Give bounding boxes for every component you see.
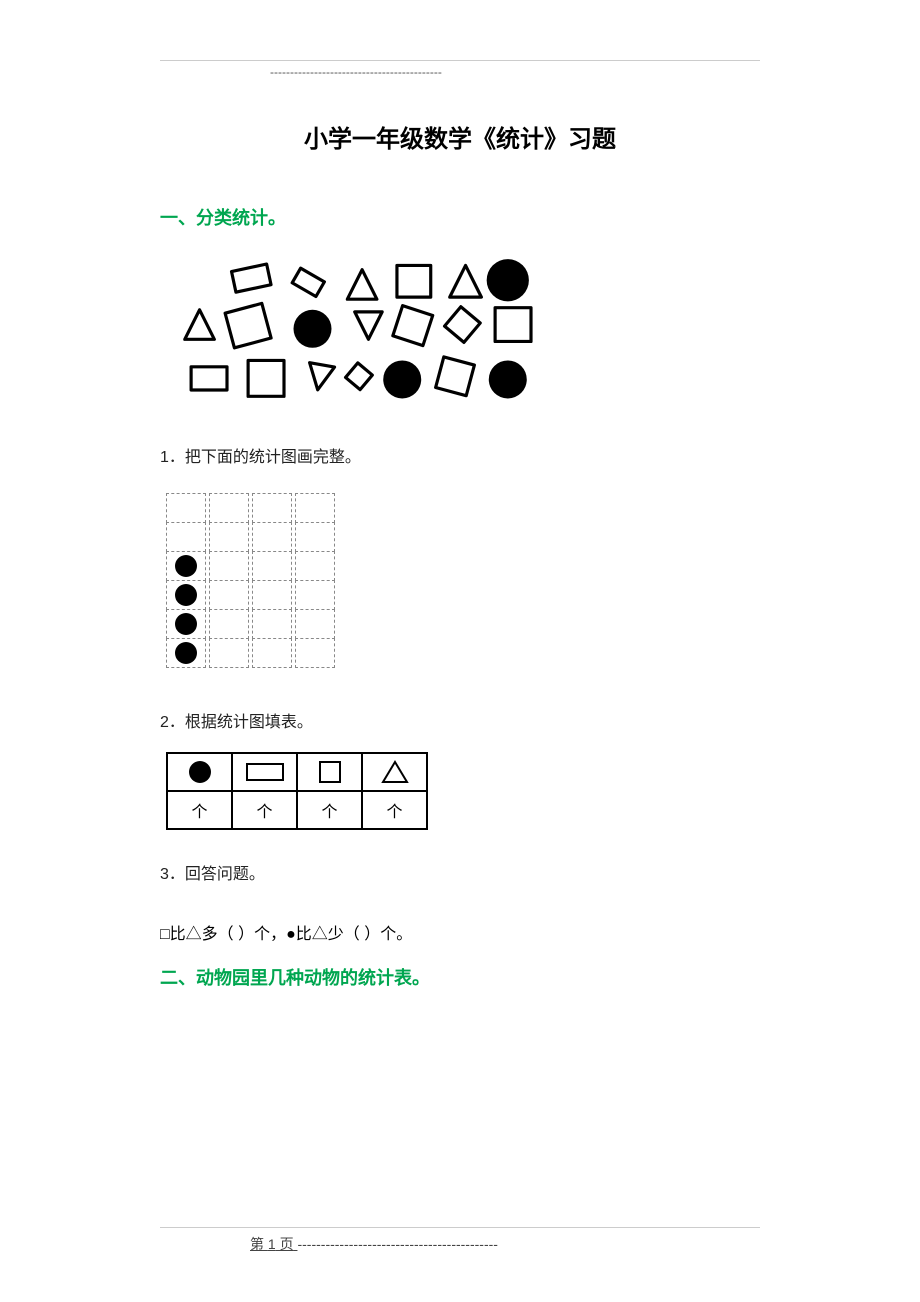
pictograph-cell [252, 551, 292, 581]
footer-page-number: 1 [268, 1236, 276, 1252]
pictograph-cell [252, 493, 292, 523]
pictograph-cell [295, 551, 335, 581]
count-header-circle [167, 753, 232, 791]
pictograph-cell [166, 609, 206, 639]
pictograph-cell [252, 580, 292, 610]
count-cell-circle: 个 [167, 791, 232, 829]
document-title: 小学一年级数学《统计》习题 [160, 119, 760, 154]
pictograph-cell [295, 580, 335, 610]
top-dashes: ----------------------------------------… [270, 65, 760, 79]
footer-prefix: 第 [250, 1236, 268, 1252]
pictograph-cell [295, 522, 335, 552]
count-cell-rect-square: 个 [297, 791, 362, 829]
pictograph-grid [166, 493, 335, 668]
footer-suffix: 页 [276, 1236, 294, 1252]
pictograph-cell [252, 638, 292, 668]
shapes-scatter-figure [170, 258, 550, 413]
circle-icon [175, 555, 197, 577]
count-header-triangle [362, 753, 427, 791]
footer-dashes: ----------------------------------------… [297, 1236, 497, 1252]
pictograph-cell [209, 609, 249, 639]
question-3: 3．回答问题。 [160, 860, 760, 884]
section-1-heading: 一、分类统计。 [160, 204, 760, 230]
count-header-rect-wide [232, 753, 297, 791]
pictograph-cell [166, 580, 206, 610]
circle-icon [175, 642, 197, 664]
count-cell-triangle: 个 [362, 791, 427, 829]
pictograph-cell [166, 638, 206, 668]
question-3-text: □比△多（ ）个，●比△少（ ）个。 [160, 920, 760, 944]
circle-icon [175, 613, 197, 635]
count-cell-rect-wide: 个 [232, 791, 297, 829]
pictograph-cell [252, 522, 292, 552]
circle-icon [175, 584, 197, 606]
pictograph-cell [209, 638, 249, 668]
pictograph-cell [209, 522, 249, 552]
section-2-heading: 二、动物园里几种动物的统计表。 [160, 964, 760, 990]
pictograph-cell [295, 609, 335, 639]
count-table: 个 个 个 个 [166, 752, 428, 830]
pictograph-cell [209, 551, 249, 581]
count-header-rect-square [297, 753, 362, 791]
pictograph-cell [209, 580, 249, 610]
pictograph-cell [295, 493, 335, 523]
pictograph-cell [252, 609, 292, 639]
pictograph-cell [166, 493, 206, 523]
pictograph-cell [209, 493, 249, 523]
pictograph-cell [166, 522, 206, 552]
question-2: 2．根据统计图填表。 [160, 708, 760, 732]
question-1: 1．把下面的统计图画完整。 [160, 443, 760, 467]
pictograph-cell [166, 551, 206, 581]
top-rule [160, 60, 760, 61]
pictograph-cell [295, 638, 335, 668]
page-footer: 第 1 页 ----------------------------------… [160, 1227, 760, 1254]
